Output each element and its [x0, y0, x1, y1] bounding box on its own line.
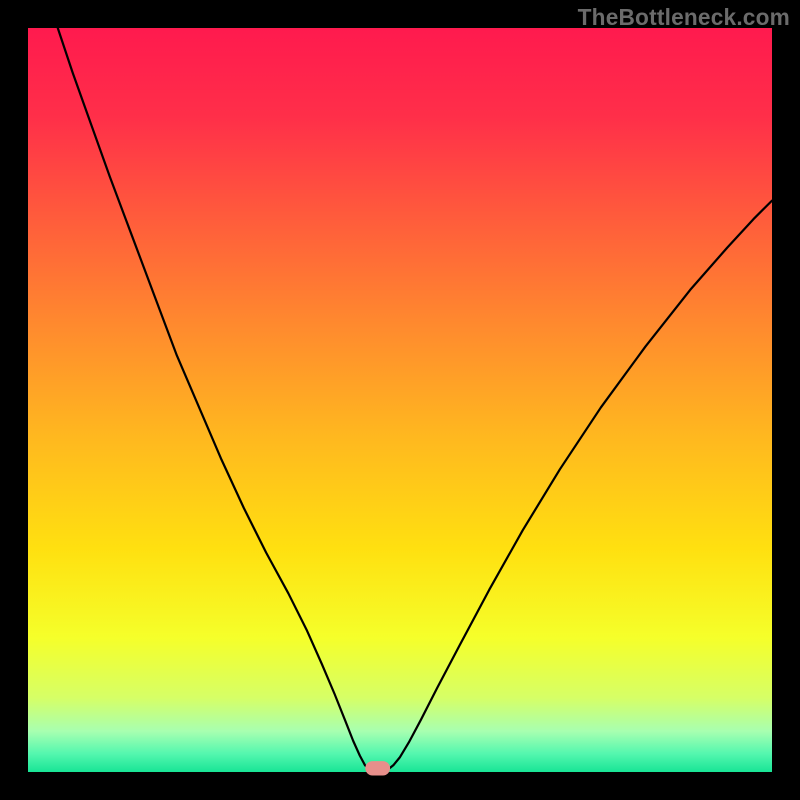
chart-stage: TheBottleneck.com: [0, 0, 800, 800]
valley-marker: [366, 762, 390, 775]
plot-background: [28, 28, 772, 772]
watermark-text: TheBottleneck.com: [578, 4, 790, 31]
bottleneck-chart: [0, 0, 800, 800]
